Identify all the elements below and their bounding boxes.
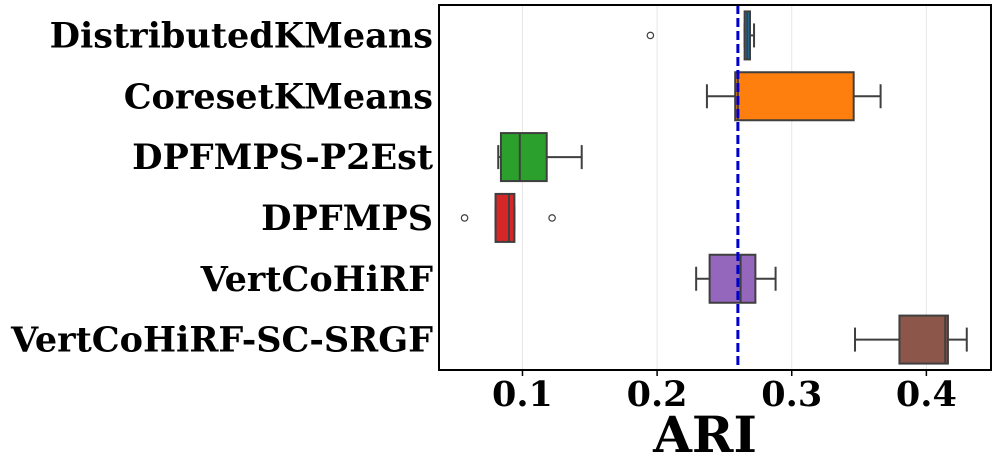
iqr-box [499, 132, 548, 183]
plot-frame [438, 4, 992, 371]
x-axis-ticks: 0.1 0.2 0.3 0.4 [492, 370, 957, 415]
iqr-box [734, 71, 855, 122]
category-label: DPFMPS-P2Est [132, 137, 433, 178]
gridlines [521, 5, 927, 370]
box-series [460, 10, 968, 365]
category-label: DistributedKMeans [50, 15, 433, 56]
box-coresetkmeans [705, 71, 882, 122]
iqr-box [494, 192, 516, 243]
category-label: VertCoHiRF [200, 259, 433, 300]
category-label: DPFMPS [261, 198, 433, 239]
box-vertcohirf-sc-srgf [854, 314, 968, 365]
outlier-point [460, 214, 469, 222]
x-axis-title: ARI [652, 405, 757, 464]
x-tick-label: 0.3 [761, 374, 822, 415]
box-distributedkmeans [646, 10, 756, 61]
category-labels: DistributedKMeans CoresetKMeans DPFMPS-P2E… [10, 15, 433, 360]
x-tick-label: 0.1 [492, 374, 553, 415]
x-tick-label: 0.2 [627, 374, 688, 415]
box-vertcohirf [695, 253, 777, 304]
box-dpfmps-p2est [497, 132, 583, 183]
iqr-box [708, 253, 757, 304]
iqr-box [898, 314, 949, 365]
category-label: CoresetKMeans [124, 76, 433, 117]
x-tick-label: 0.4 [896, 374, 957, 415]
outlier-point [548, 214, 556, 222]
outlier-point [646, 31, 655, 40]
box-dpfmps [460, 192, 556, 243]
category-label: VertCoHiRF-SC-SRGF [10, 320, 433, 361]
